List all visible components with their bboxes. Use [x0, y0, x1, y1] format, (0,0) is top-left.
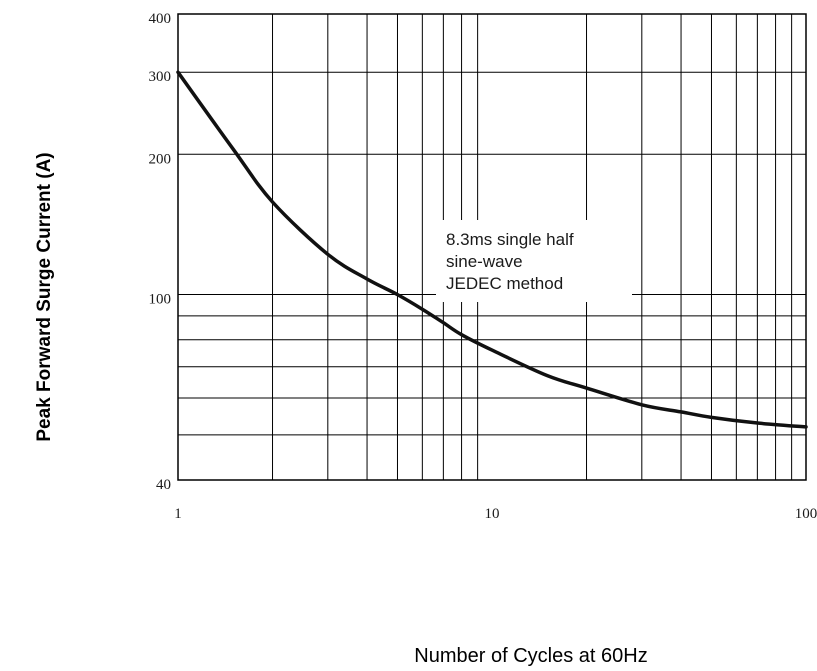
annotation-box: 8.3ms single half sine-wave JEDEC method	[436, 220, 632, 302]
annotation-line-3: JEDEC method	[446, 274, 563, 293]
annotation-background	[436, 220, 632, 302]
y-tick-label: 40	[156, 477, 171, 493]
y-tick-labels: 40 100 200 300 400	[149, 11, 172, 493]
y-tick-label: 300	[149, 69, 172, 85]
series-layer	[176, 70, 808, 429]
y-tick-label: 200	[149, 151, 172, 167]
y-tick-label: 400	[149, 11, 172, 27]
x-tick-label: 100	[795, 506, 817, 522]
surge-current-curve	[176, 70, 808, 429]
x-tick-label: 10	[485, 506, 500, 522]
annotation-line-1: 8.3ms single half	[446, 230, 574, 249]
y-tick-label: 100	[149, 292, 172, 308]
plot-frame	[177, 13, 807, 481]
y-axis-label: Peak Forward Surge Current (A)	[34, 152, 55, 441]
x-axis-label: Number of Cycles at 60Hz	[414, 645, 647, 667]
x-tick-labels: 1 10 100	[174, 506, 817, 522]
x-tick-label: 1	[174, 506, 182, 522]
annotation-line-2: sine-wave	[446, 252, 523, 271]
